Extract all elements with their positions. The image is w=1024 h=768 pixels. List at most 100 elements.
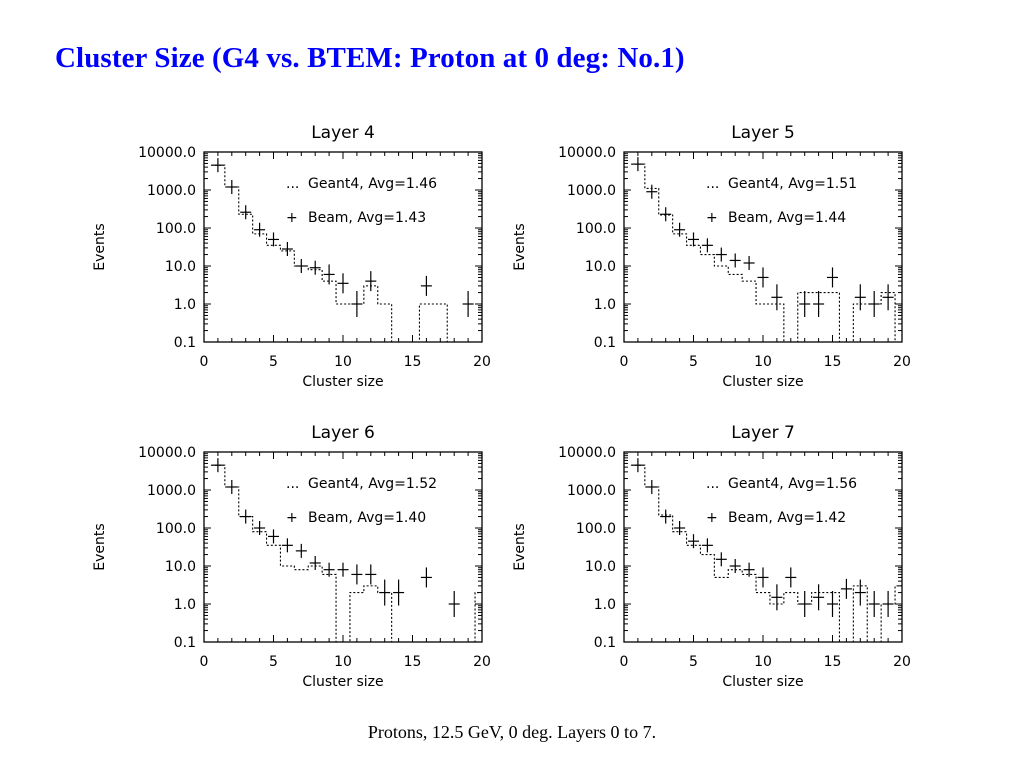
beam-data-point — [660, 207, 672, 222]
y-tick-label: 10000.0 — [138, 145, 196, 161]
legend-beam-label: Beam, Avg=1.40 — [308, 510, 426, 526]
geant4-histogram-series — [210, 464, 482, 643]
y-tick-label: 1.0 — [174, 297, 196, 313]
y-tick-label: 1000.0 — [147, 483, 196, 499]
chart-title: Layer 4 — [311, 123, 375, 143]
y-axis-label: Events — [512, 223, 528, 270]
legend-geant4-label: Geant4, Avg=1.46 — [308, 176, 437, 192]
beam-data-point — [827, 267, 838, 288]
beam-data-point — [757, 567, 769, 588]
y-tick-label: 10.0 — [585, 259, 616, 275]
beam-data-point — [632, 458, 644, 473]
legend-beam-symbol: + — [286, 510, 298, 526]
beam-data-point — [813, 291, 825, 317]
x-tick-label: 10 — [334, 654, 352, 670]
geant4-histogram-series — [630, 163, 902, 343]
beam-data-point — [674, 222, 686, 237]
beam-data-point — [323, 562, 335, 577]
legend-beam-label: Beam, Avg=1.44 — [728, 210, 846, 226]
beam-data-point — [379, 579, 391, 606]
x-tick-label: 10 — [754, 354, 772, 370]
beam-data-point — [868, 291, 880, 317]
beam-data-point — [309, 555, 321, 570]
y-tick-label: 0.1 — [594, 635, 616, 651]
beam-data-point — [771, 284, 783, 311]
beam-data-point — [226, 479, 238, 494]
slide-title: Cluster Size (G4 vs. BTEM: Proton at 0 d… — [55, 42, 685, 74]
beam-data-point — [688, 232, 699, 247]
y-tick-label: 0.1 — [174, 635, 196, 651]
geant4-histogram-series — [210, 164, 482, 343]
beam-data-point — [646, 184, 658, 199]
beam-data-point — [813, 584, 825, 611]
beam-data-point — [840, 578, 852, 599]
beam-data-point — [632, 157, 644, 172]
chart-panel-layer-7: Layer 7 0 5 10 15 20 10000.0 1000.0 100.0 10.0 1.0… — [505, 415, 925, 705]
y-tick-label: 10000.0 — [558, 145, 616, 161]
beam-data-point — [309, 260, 321, 275]
y-axis-label: Events — [92, 523, 108, 570]
x-tick-label: 5 — [269, 354, 278, 370]
legend-geant4-label: Geant4, Avg=1.56 — [728, 476, 857, 492]
x-tick-label: 0 — [200, 654, 209, 670]
x-tick-label: 20 — [893, 354, 911, 370]
y-tick-label: 1000.0 — [567, 183, 616, 199]
legend-geant4-symbol: ... — [286, 476, 299, 492]
beam-data-point — [337, 562, 349, 577]
beam-data-point — [254, 222, 266, 237]
beam-data-point — [240, 509, 252, 524]
legend-geant4-label: Geant4, Avg=1.52 — [308, 476, 437, 492]
x-tick-label: 15 — [404, 354, 422, 370]
y-tick-label: 10000.0 — [138, 445, 196, 461]
y-tick-label: 10.0 — [585, 559, 616, 575]
beam-data-point — [646, 479, 658, 494]
chart-title: Layer 6 — [311, 423, 375, 443]
x-axis-label: Cluster size — [302, 374, 383, 390]
beam-data-point — [462, 291, 474, 317]
beam-data-point — [351, 291, 363, 317]
y-tick-label: 0.1 — [174, 335, 196, 351]
beam-data-point — [688, 534, 699, 549]
y-tick-label: 1000.0 — [147, 183, 196, 199]
chart-title: Layer 5 — [731, 123, 795, 143]
y-tick-label: 10000.0 — [558, 445, 616, 461]
y-axis-label: Events — [512, 523, 528, 570]
beam-data-point — [212, 458, 224, 473]
beam-data-point — [882, 591, 894, 617]
x-tick-label: 5 — [689, 354, 698, 370]
chart-svg: Layer 5 0 5 10 15 20 10000.0 1000.0 100.0 10.0 1.0… — [512, 123, 911, 390]
beam-data-point — [337, 273, 349, 294]
legend-beam-symbol: + — [286, 210, 298, 226]
slide-caption: Protons, 12.5 GeV, 0 deg. Layers 0 to 7. — [367, 722, 657, 742]
beam-data-point — [365, 271, 377, 292]
chart-panel-layer-6: Layer 6 0 5 10 15 20 10000.0 1000.0 100.0 10.0 1.0… — [85, 415, 505, 705]
beam-data-point — [448, 591, 460, 617]
y-tick-label: 100.0 — [156, 221, 196, 237]
beam-data-point — [785, 567, 797, 588]
beam-data-point — [882, 284, 894, 311]
chart-panel-layer-5: Layer 5 0 5 10 15 20 10000.0 1000.0 100.0 10.0 1.0… — [505, 115, 925, 405]
beam-data-point — [268, 232, 279, 247]
legend-geant4-symbol: ... — [706, 176, 719, 192]
beam-data-point — [701, 238, 713, 253]
y-tick-label: 100.0 — [156, 521, 196, 537]
beam-data-point — [715, 247, 727, 262]
beam-data-point — [674, 521, 686, 535]
beam-data-point — [295, 543, 307, 558]
beam-data-point — [240, 205, 252, 220]
beam-data-point — [281, 242, 293, 257]
x-tick-label: 0 — [620, 354, 629, 370]
y-tick-label: 1.0 — [174, 597, 196, 613]
x-tick-label: 20 — [473, 354, 491, 370]
x-tick-label: 5 — [269, 654, 278, 670]
y-tick-label: 1.0 — [594, 297, 616, 313]
y-tick-label: 1.0 — [594, 597, 616, 613]
beam-data-point — [212, 158, 224, 173]
y-tick-label: 10.0 — [165, 559, 196, 575]
x-axis-label: Cluster size — [722, 374, 803, 390]
x-axis-label: Cluster size — [722, 674, 803, 690]
beam-data-point — [868, 591, 880, 617]
legend-geant4-symbol: ... — [706, 476, 719, 492]
legend-beam-label: Beam, Avg=1.42 — [728, 510, 846, 526]
y-tick-label: 100.0 — [576, 521, 616, 537]
